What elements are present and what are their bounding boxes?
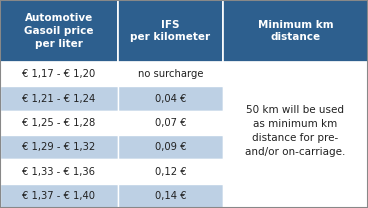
Text: € 1,21 - € 1,24: € 1,21 - € 1,24	[22, 94, 96, 104]
FancyBboxPatch shape	[118, 111, 223, 135]
FancyBboxPatch shape	[0, 159, 118, 184]
Text: 0,04 €: 0,04 €	[155, 94, 186, 104]
Text: IFS
per kilometer: IFS per kilometer	[130, 20, 210, 42]
Text: no surcharge: no surcharge	[138, 69, 203, 79]
FancyBboxPatch shape	[0, 111, 118, 135]
FancyBboxPatch shape	[118, 62, 223, 86]
FancyBboxPatch shape	[118, 184, 223, 208]
Text: € 1,25 - € 1,28: € 1,25 - € 1,28	[22, 118, 96, 128]
Text: 0,07 €: 0,07 €	[155, 118, 186, 128]
FancyBboxPatch shape	[223, 111, 368, 135]
FancyBboxPatch shape	[0, 184, 118, 208]
FancyBboxPatch shape	[0, 86, 118, 111]
Text: Minimum km
distance: Minimum km distance	[258, 20, 333, 42]
FancyBboxPatch shape	[223, 135, 368, 159]
Text: 0,12 €: 0,12 €	[155, 166, 186, 177]
Text: Automotive
Gasoil price
per liter: Automotive Gasoil price per liter	[24, 13, 94, 49]
FancyBboxPatch shape	[223, 159, 368, 184]
FancyBboxPatch shape	[0, 0, 118, 62]
FancyBboxPatch shape	[118, 135, 223, 159]
Text: € 1,29 - € 1,32: € 1,29 - € 1,32	[22, 142, 96, 152]
FancyBboxPatch shape	[223, 0, 368, 62]
Text: 0,09 €: 0,09 €	[155, 142, 186, 152]
FancyBboxPatch shape	[0, 62, 118, 86]
FancyBboxPatch shape	[223, 62, 368, 86]
FancyBboxPatch shape	[223, 184, 368, 208]
Text: € 1,37 - € 1,40: € 1,37 - € 1,40	[22, 191, 96, 201]
FancyBboxPatch shape	[118, 0, 223, 62]
Text: 0,14 €: 0,14 €	[155, 191, 186, 201]
Text: 50 km will be used
as minimum km
distance for pre-
and/or on-carriage.: 50 km will be used as minimum km distanc…	[245, 105, 346, 157]
Text: € 1,17 - € 1,20: € 1,17 - € 1,20	[22, 69, 96, 79]
FancyBboxPatch shape	[223, 86, 368, 111]
FancyBboxPatch shape	[0, 135, 118, 159]
FancyBboxPatch shape	[118, 159, 223, 184]
Text: € 1,33 - € 1,36: € 1,33 - € 1,36	[22, 166, 96, 177]
FancyBboxPatch shape	[118, 86, 223, 111]
